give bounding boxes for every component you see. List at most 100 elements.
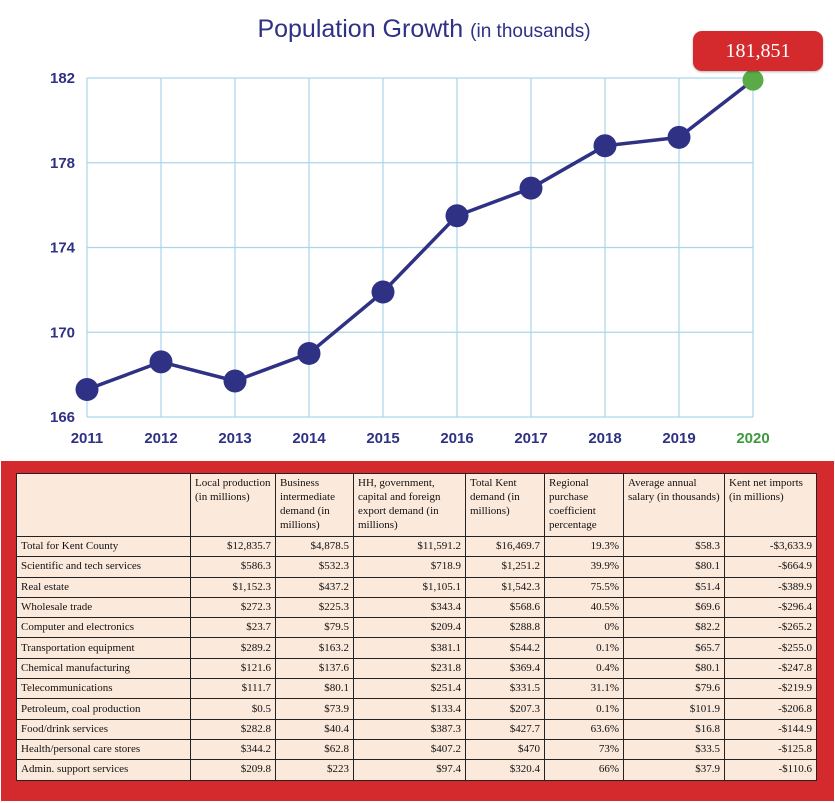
y-tick-label: 166 [50, 409, 75, 426]
table-row: Transportation equipment $289.2 $163.2 $381… [16, 637, 817, 659]
row-label-cell: Chemical manufacturing [16, 657, 191, 680]
table-cell: 19.3% [544, 535, 624, 558]
table-cell: $111.7 [190, 678, 276, 700]
table-cell: $80.1 [275, 678, 354, 700]
y-tick-label: 170 [50, 324, 75, 341]
table-cell: $369.4 [465, 657, 545, 680]
column-header [16, 473, 191, 537]
table-cell: $0.5 [190, 698, 276, 720]
chart-title: Population Growth (in thousands) [257, 15, 590, 43]
row-label-cell: Real estate [16, 576, 191, 598]
row-label-cell: Wholesale trade [16, 596, 191, 619]
table-cell: $4,878.5 [275, 535, 354, 558]
population-series-points [75, 69, 764, 401]
table-cell: 0.1% [544, 698, 624, 720]
data-point [75, 377, 99, 401]
table-cell: $80.1 [623, 657, 725, 680]
data-point [445, 204, 469, 228]
table-cell: $82.2 [623, 617, 725, 639]
table-cell: $437.2 [275, 576, 354, 598]
table-cell: 40.5% [544, 596, 624, 619]
table-cell: $16.8 [623, 718, 725, 740]
table-cell: $16,469.7 [465, 535, 545, 558]
table-cell: 0% [544, 617, 624, 639]
table-cell: $209.4 [353, 617, 466, 639]
table-cell: $207.3 [465, 698, 545, 720]
table-cell: $289.2 [190, 637, 276, 659]
table-cell: $137.6 [275, 657, 354, 680]
industry-data-table: Local production (in millions) Business i… [16, 473, 817, 781]
column-header: Business intermediate demand (in million… [275, 473, 354, 537]
row-label-cell: Scientific and tech services [16, 556, 191, 578]
table-cell: 63.6% [544, 718, 624, 740]
x-tick-label: 2017 [514, 430, 547, 447]
y-axis-ticks: 166 170 174 178 182 [50, 70, 76, 426]
row-label-cell: Transportation equipment [16, 637, 191, 659]
column-header: HH, government, capital and foreign expo… [353, 473, 466, 537]
table-cell: $80.1 [623, 556, 725, 578]
table-cell: $718.9 [353, 556, 466, 578]
table-cell: $79.5 [275, 617, 354, 639]
table-cell: $133.4 [353, 698, 466, 720]
table-cell: $209.8 [190, 759, 276, 781]
column-header: Local production (in millions) [190, 473, 276, 537]
table-cell: $37.9 [623, 759, 725, 781]
y-tick-label: 174 [50, 240, 76, 257]
row-label-cell: Food/drink services [16, 718, 191, 740]
industry-table-panel: Local production (in millions) Business i… [1, 461, 834, 801]
table-cell: $40.4 [275, 718, 354, 740]
table-cell: $470 [465, 738, 545, 761]
row-label-cell: Computer and electronics [16, 617, 191, 639]
table-row: Real estate $1,152.3 $437.2 $1,105.1 $1,542.… [16, 576, 817, 598]
table-cell: 39.9% [544, 556, 624, 578]
table-row: Scientific and tech services $586.3 $532.3… [16, 556, 817, 578]
table-cell: $1,542.3 [465, 576, 545, 598]
data-point [742, 69, 764, 91]
table-cell: $343.4 [353, 596, 466, 619]
row-label-cell: Admin. support services [16, 759, 191, 781]
table-cell: 73% [544, 738, 624, 761]
table-cell: $101.9 [623, 698, 725, 720]
table-cell: $79.6 [623, 678, 725, 700]
table-row: Chemical manufacturing $121.6 $137.6 $231.8… [16, 657, 817, 680]
table-row: Health/personal care stores $344.2 $62.8 $4… [16, 738, 817, 761]
table-cell: $33.5 [623, 738, 725, 761]
table-cell: 75.5% [544, 576, 624, 598]
data-point [223, 369, 247, 393]
table-cell: 31.1% [544, 678, 624, 700]
table-cell: $225.3 [275, 596, 354, 619]
table-cell: $97.4 [353, 759, 466, 781]
row-label-cell: Petroleum, coal production [16, 698, 191, 720]
x-tick-label: 2011 [71, 430, 104, 447]
table-cell: $532.3 [275, 556, 354, 578]
x-tick-label: 2014 [292, 430, 326, 447]
table-cell: $568.6 [465, 596, 545, 619]
table-cell: $223 [275, 759, 354, 781]
table-row: Computer and electronics $23.7 $79.5 $209.4… [16, 617, 817, 639]
table-cell: $427.7 [465, 718, 545, 740]
x-tick-label: 2018 [588, 430, 621, 447]
column-header: Kent net imports (in millions) [724, 473, 817, 537]
column-header: Total Kent demand (in millions) [465, 473, 545, 537]
table-cell: $320.4 [465, 759, 545, 781]
population-series-line [86, 78, 755, 392]
data-point [371, 280, 395, 304]
table-cell: $331.5 [465, 678, 545, 700]
table-cell: $121.6 [190, 657, 276, 680]
x-tick-label: 2013 [218, 430, 251, 447]
column-header: Average annual salary (in thousands) [623, 473, 725, 537]
table-cell: $51.4 [623, 576, 725, 598]
table-cell: $23.7 [190, 617, 276, 639]
population-callout-badge: 181,851 [693, 31, 823, 71]
table-cell: $1,251.2 [465, 556, 545, 578]
data-point [667, 125, 691, 149]
table-cell: -$247.8 [724, 657, 817, 680]
table-cell: -$389.9 [724, 576, 817, 598]
table-cell: -$265.2 [724, 617, 817, 639]
table-cell: $58.3 [623, 535, 725, 558]
table-cell: -$3,633.9 [724, 535, 817, 558]
column-header: Regional purchase coefficient percentage [544, 473, 624, 537]
table-cell: $73.9 [275, 698, 354, 720]
x-tick-label: 2015 [366, 430, 399, 447]
table-cell: $12,835.7 [190, 535, 276, 558]
